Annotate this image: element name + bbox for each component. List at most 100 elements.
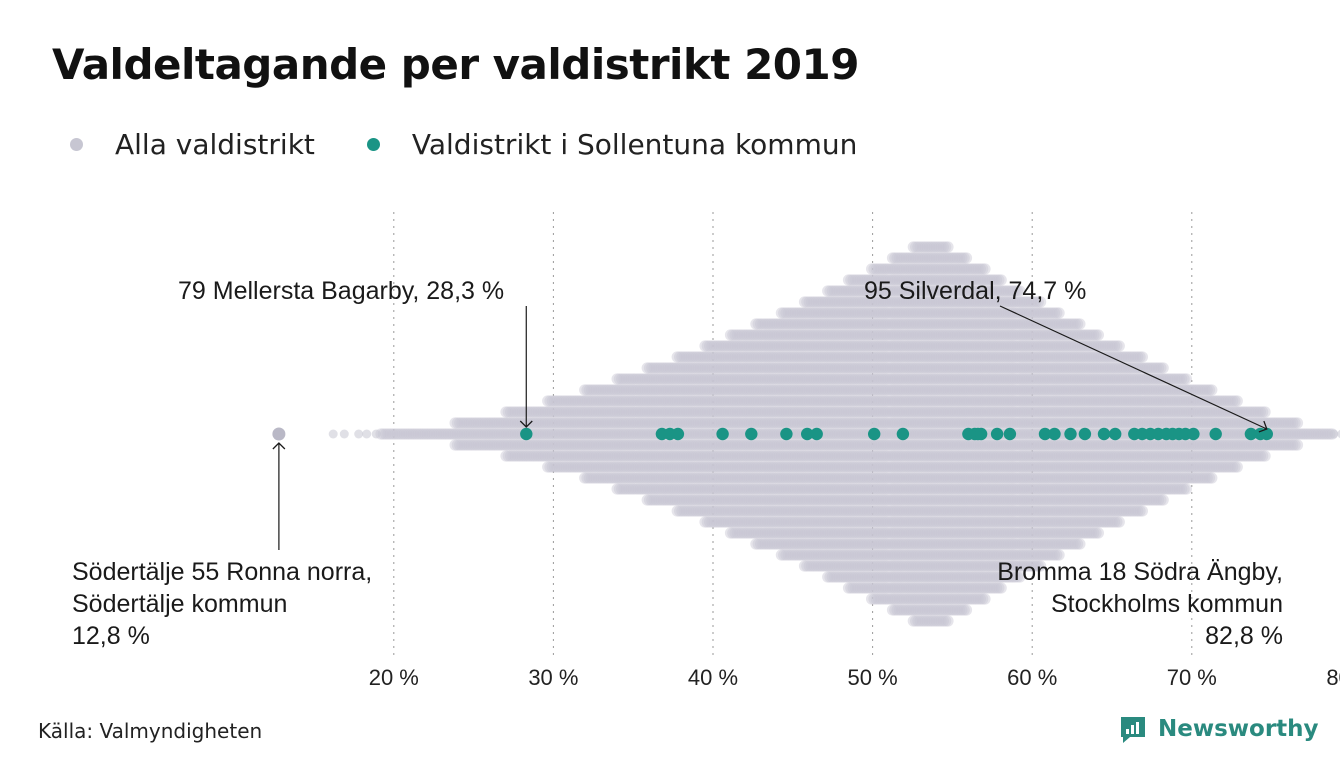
district-point [502,417,514,429]
district-point [641,373,653,385]
district-point [549,428,561,440]
district-point [660,439,672,451]
district-point [414,428,426,440]
district-point [560,439,572,451]
district-point [662,417,674,429]
district-point [643,439,656,451]
district-point [583,439,595,451]
district-point [553,406,565,418]
district-point [555,439,568,451]
district-point [634,483,646,495]
district-point [646,483,658,495]
district-point [979,593,991,605]
district-point [586,428,598,440]
district-point [468,428,480,440]
district-point [579,406,591,418]
district-point [532,439,545,451]
district-point [542,439,554,451]
district-point [595,406,607,418]
district-point [477,428,489,440]
district-point [606,439,619,451]
district-point [569,439,582,451]
district-point [509,428,521,440]
district-point [606,428,619,440]
district-point [544,428,556,440]
district-point [602,461,614,473]
district-point [632,450,644,462]
district-point [599,428,612,440]
district-point [405,428,417,440]
district-point [583,417,595,429]
district-point [653,439,665,451]
district-point [674,483,686,495]
district-point [662,450,674,462]
district-point [491,439,503,451]
district-point [643,362,656,374]
district-point [669,483,681,495]
district-point [558,406,570,418]
district-point [590,406,602,418]
district-point [398,428,410,440]
district-point [569,428,582,440]
district-point [630,406,642,418]
district-point [588,428,600,440]
district-point [611,483,623,495]
district-point [572,417,584,429]
district-point [655,384,667,396]
district-point [643,373,656,385]
district-point [641,472,653,484]
district-point [636,406,649,418]
district-point [410,428,422,440]
district-point [440,428,452,440]
district-point [630,483,642,495]
district-point [618,406,630,418]
district-point [586,384,598,396]
district-point [671,505,683,517]
district-point [500,439,512,451]
district-point [551,428,563,440]
district-point [660,472,672,484]
district-point [643,395,656,407]
district-point [555,395,568,407]
district-point [572,439,584,451]
district-point [618,395,630,407]
district-point [477,417,489,429]
district-point [676,494,688,506]
district-point [664,450,676,462]
district-point [576,439,589,451]
district-point [500,428,512,440]
district-point [456,417,468,429]
district-point [676,417,688,429]
district-point [650,472,663,484]
district-point [613,428,626,440]
district-point [634,472,646,484]
district-point [593,395,605,407]
district-point [650,483,663,495]
district-point [474,439,487,451]
district-point [574,428,586,440]
district-point [544,406,556,418]
district-point [576,395,589,407]
district-point [474,417,487,429]
district-point [424,428,436,440]
district-point [676,505,688,517]
district-point [671,494,683,506]
district-point [643,461,656,473]
district-point [627,439,639,451]
district-point [472,439,484,451]
district-point [643,384,656,396]
district-point [558,417,570,429]
district-point [604,406,616,418]
district-point [579,395,591,407]
district-point [468,439,480,451]
district-point [641,494,653,506]
district-point [636,461,649,473]
district-point [509,450,521,462]
district-point [572,450,584,462]
district-point [627,373,639,385]
district-point [532,428,545,440]
district-point [609,384,621,396]
district-point [674,384,686,396]
district-point [500,450,512,462]
district-point [597,461,609,473]
